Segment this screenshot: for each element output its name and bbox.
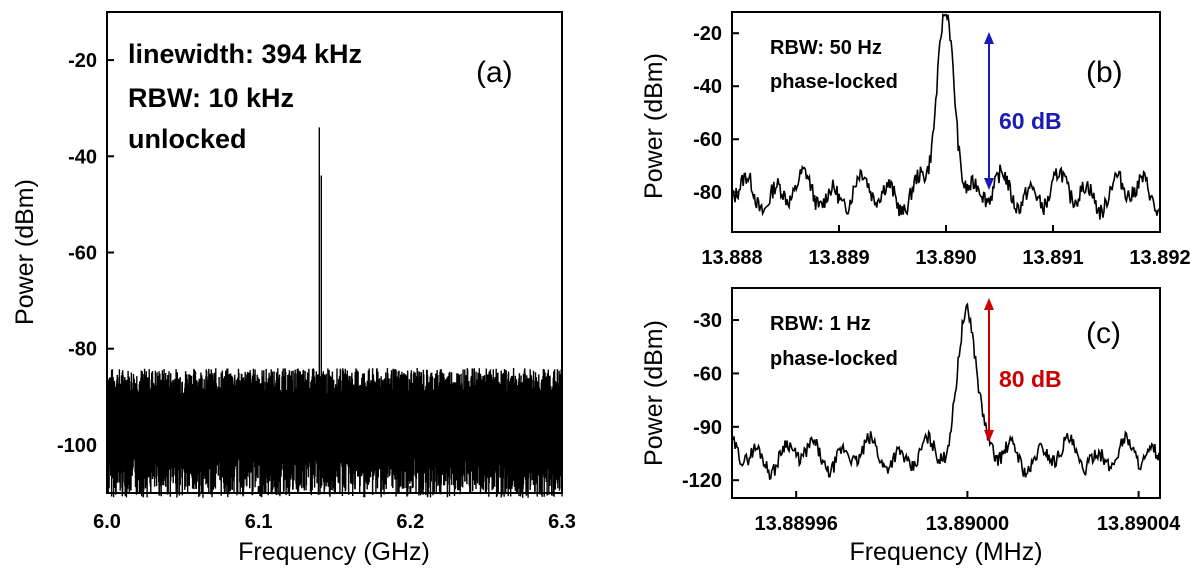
y-tick-label: -120 — [682, 470, 722, 492]
y-tick-label: -30 — [693, 310, 722, 332]
y-axis-label-c: Power (dBm) — [640, 320, 668, 466]
x-axis-label-c: Frequency (MHz) — [849, 538, 1042, 566]
annotation-unlocked: unlocked — [128, 124, 247, 154]
plot-frame-c — [731, 287, 1161, 499]
x-tick-label: 13.892 — [1129, 247, 1190, 269]
x-tick-label: 13.89004 — [1097, 513, 1181, 535]
x-tick-label: 13.890 — [915, 247, 976, 269]
ticks-a: 6.0 6.1 6.2 6.3 -20 -40 -60 -80 -100 — [57, 50, 576, 533]
arrow-60db — [984, 32, 994, 190]
x-tick-label: 13.888 — [701, 247, 762, 269]
panel-label-a: (a) — [476, 56, 513, 89]
trace-c — [731, 302, 1161, 481]
x-tick-label: 6.1 — [245, 511, 273, 533]
x-tick-label: 13.89000 — [926, 513, 1009, 535]
panel-a: 6.0 6.1 6.2 6.3 -20 -40 -60 -80 -100 linewidth: … — [11, 11, 576, 566]
x-tick-label: 6.0 — [93, 511, 121, 533]
y-tick-label: -60 — [693, 129, 722, 151]
y-tick-label: -20 — [68, 50, 97, 72]
y-tick-label: -90 — [693, 417, 722, 439]
y-tick-label: -40 — [693, 76, 722, 98]
y-tick-label: -80 — [693, 182, 722, 204]
trace-a — [106, 127, 563, 498]
y-tick-label: -60 — [693, 363, 722, 385]
x-tick-label: 6.3 — [548, 511, 576, 533]
trace-b — [731, 12, 1161, 220]
arrow-label-60db: 60 dB — [999, 108, 1062, 134]
x-tick-label: 13.891 — [1022, 247, 1083, 269]
panel-label-b: (b) — [1086, 56, 1123, 89]
annotation-rbw-c: RBW: 1 Hz — [770, 313, 871, 335]
y-tick-label: -40 — [68, 146, 97, 168]
y-axis-label-b: Power (dBm) — [640, 53, 668, 199]
arrow-label-80db: 80 dB — [999, 366, 1062, 392]
x-tick-label: 13.88996 — [754, 513, 837, 535]
annotation-phase-locked-c: phase-locked — [770, 348, 898, 370]
panel-c: 13.88996 13.89000 13.89004 -30 -60 -90 -120 RB… — [640, 287, 1181, 566]
y-tick-label: -100 — [57, 435, 97, 457]
annotation-linewidth: linewidth: 394 kHz — [128, 39, 362, 69]
y-axis-label-a: Power (dBm) — [11, 179, 39, 325]
panel-label-c: (c) — [1086, 317, 1121, 350]
ticks-c: 13.88996 13.89000 13.89004 -30 -60 -90 -120 — [682, 310, 1181, 535]
x-tick-label: 13.889 — [808, 247, 869, 269]
annotation-rbw-a: RBW: 10 kHz — [128, 83, 294, 113]
annotation-rbw-b: RBW: 50 Hz — [770, 37, 882, 59]
y-tick-label: -80 — [68, 339, 97, 361]
x-tick-label: 6.2 — [396, 511, 424, 533]
panel-b: 13.888 13.889 13.890 13.891 13.892 -20 -40 -60 -… — [640, 11, 1191, 269]
annotation-phase-locked-b: phase-locked — [770, 71, 898, 93]
arrow-80db — [984, 298, 994, 442]
ticks-b: 13.888 13.889 13.890 13.891 13.892 -20 -40 -60 -… — [693, 23, 1190, 269]
x-axis-label-a: Frequency (GHz) — [238, 538, 430, 566]
y-tick-label: -20 — [693, 23, 722, 45]
y-tick-label: -60 — [68, 243, 97, 265]
